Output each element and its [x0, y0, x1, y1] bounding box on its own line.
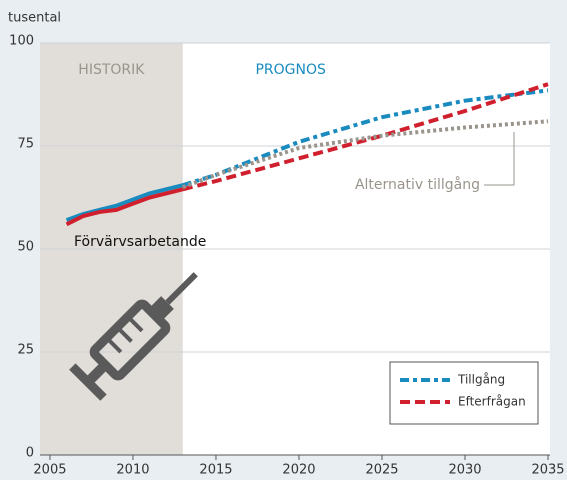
syringe-scale	[115, 325, 133, 343]
legend-label: Efterfrågan	[458, 395, 526, 409]
syringe-tip	[148, 296, 174, 322]
legend-box	[389, 361, 539, 425]
alt-annotation: Alternativ tillgång	[355, 176, 480, 193]
syringe-icon	[69, 272, 198, 401]
x-tick-label: 2030	[448, 463, 481, 478]
syringe-plunger	[85, 360, 110, 385]
syringe-scale	[126, 315, 144, 333]
y-tick-label: 100	[9, 34, 34, 49]
y-tick-label: 0	[26, 446, 34, 461]
alt-leader	[484, 132, 515, 186]
syringe-scale	[105, 336, 123, 354]
x-tick-label: 2025	[365, 463, 398, 478]
historic-label: HISTORIK	[78, 62, 145, 78]
x-tick-label: 2010	[116, 463, 149, 478]
y-tick-label: 75	[17, 137, 34, 152]
forecast-label: PROGNOS	[255, 62, 326, 78]
y-tick-label: 25	[17, 343, 34, 358]
y-axis-label: tusental	[8, 11, 61, 26]
y-tick-label: 50	[17, 240, 34, 255]
legend-label: Tillgång	[457, 373, 505, 387]
x-tick-label: 2020	[282, 463, 315, 478]
line-forecast	[182, 119, 549, 190]
history-annotation: Förvärvsarbetande	[74, 234, 206, 250]
syringe-needle	[165, 272, 198, 305]
x-tick-label: 2015	[199, 463, 232, 478]
line-historic	[65, 187, 184, 227]
line-forecast	[182, 82, 549, 192]
x-tick-label: 2035	[531, 463, 564, 478]
x-tick-label: 2005	[33, 463, 66, 478]
line-forecast	[182, 88, 549, 188]
syringe-handle	[69, 363, 107, 401]
